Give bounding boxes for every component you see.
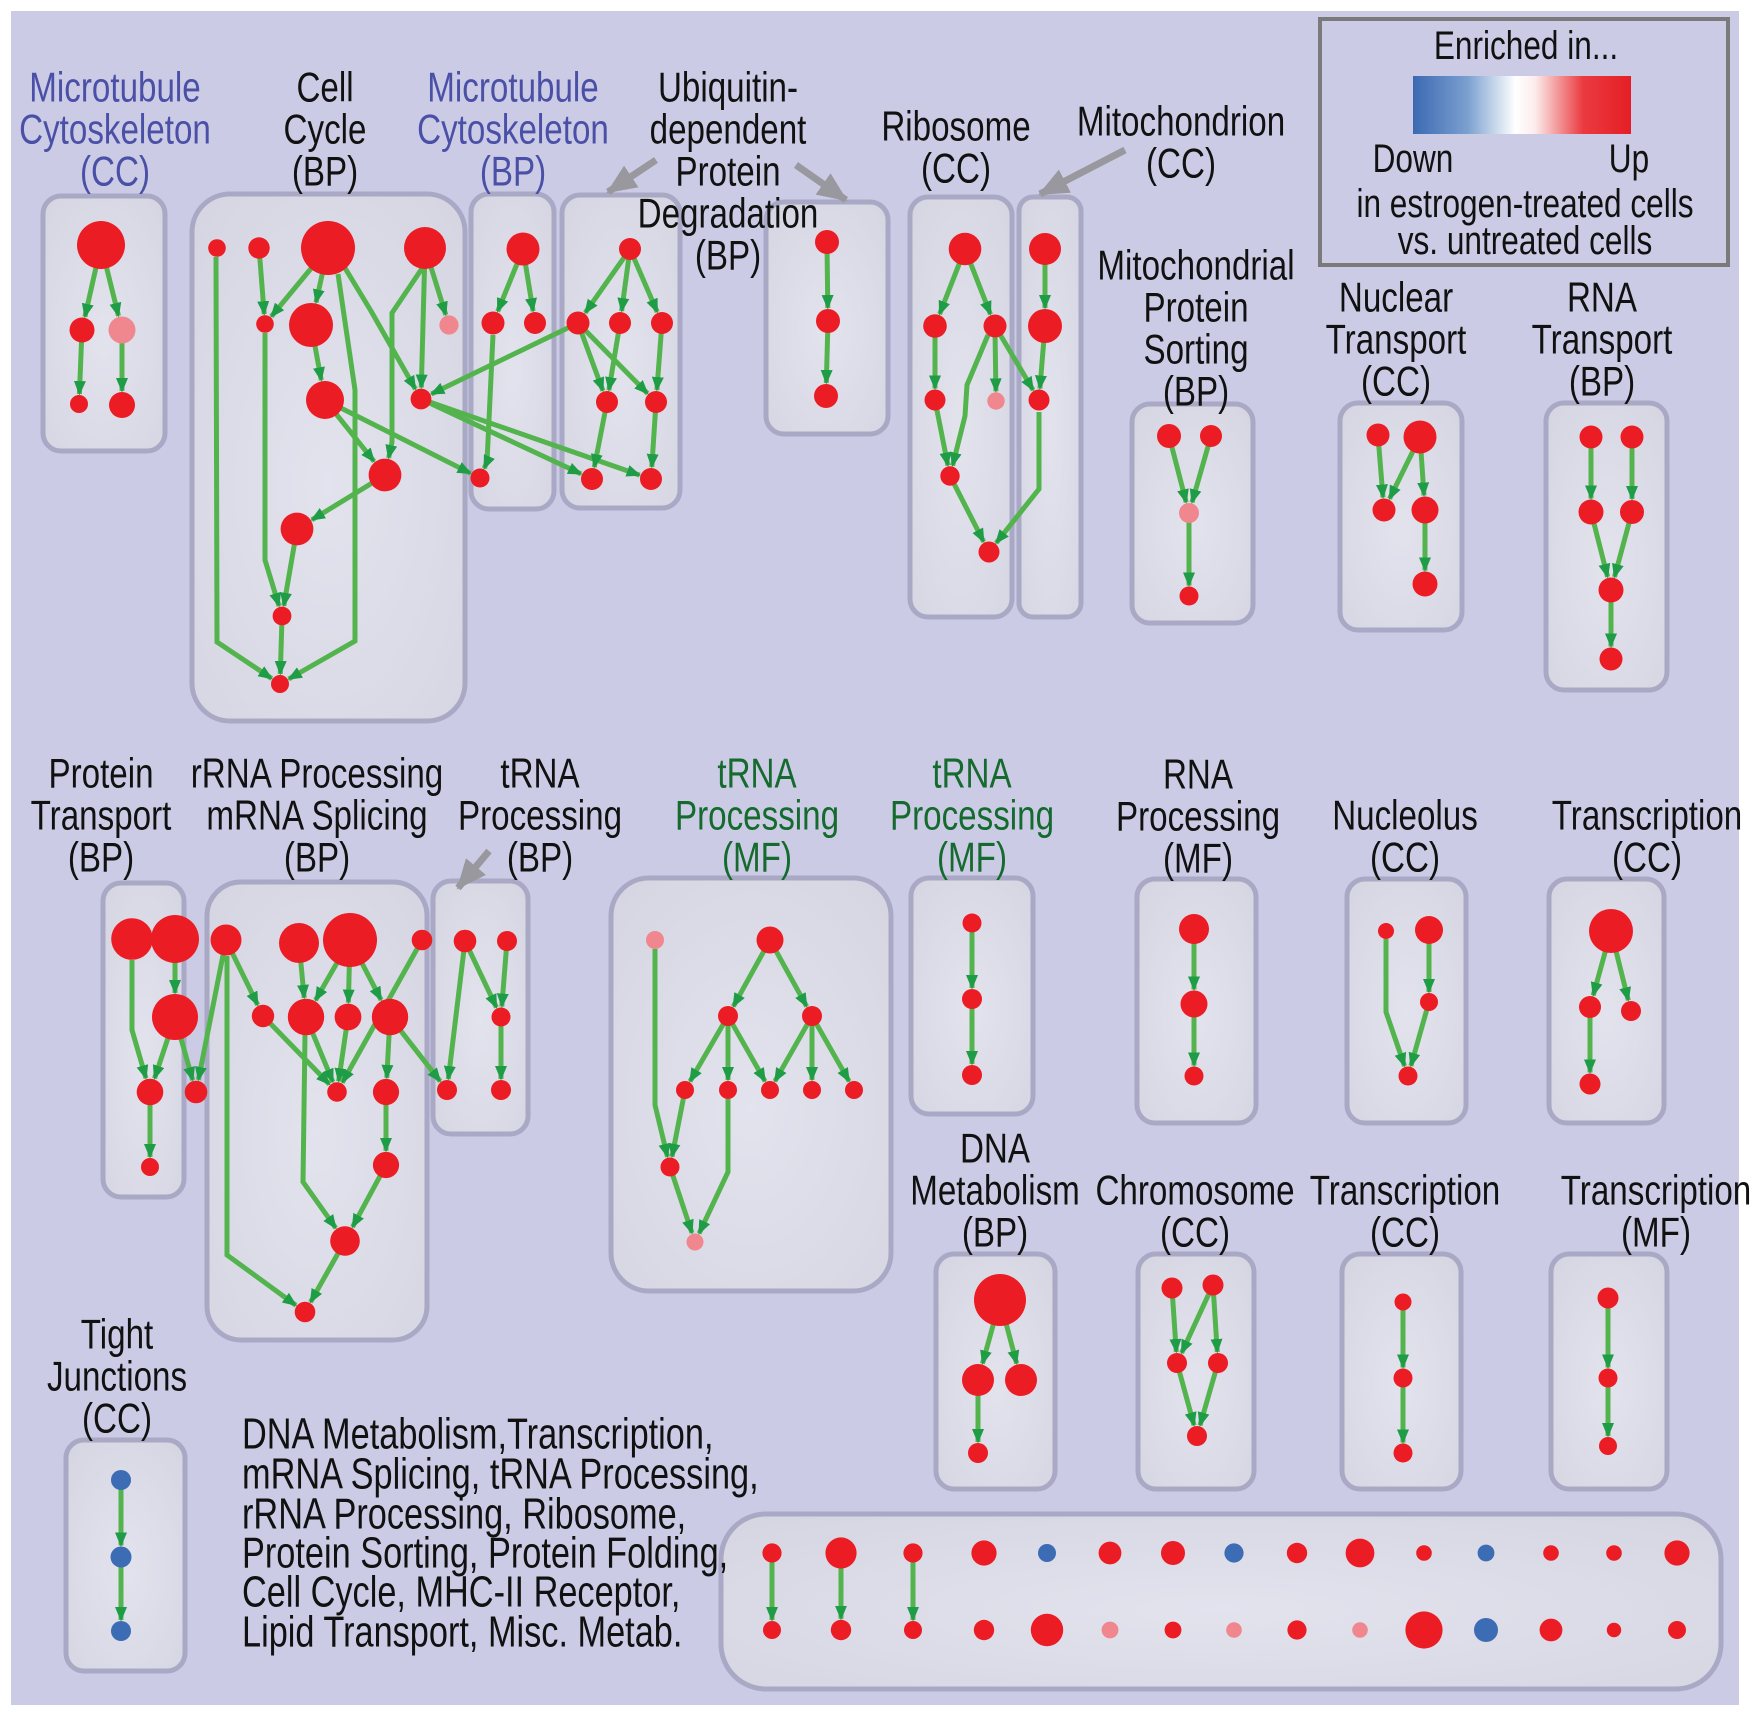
svg-text:Microtubule: Microtubule bbox=[427, 65, 598, 112]
svg-text:Nucleolus: Nucleolus bbox=[1332, 793, 1478, 840]
svg-text:Transport: Transport bbox=[1326, 317, 1467, 364]
svg-text:(BP): (BP) bbox=[1569, 359, 1635, 406]
svg-text:(BP): (BP) bbox=[962, 1210, 1028, 1257]
svg-text:Transport: Transport bbox=[1532, 317, 1673, 364]
svg-text:Mitochondrial: Mitochondrial bbox=[1097, 243, 1294, 290]
svg-text:Lipid Transport, Misc. Metab.: Lipid Transport, Misc. Metab. bbox=[242, 1607, 682, 1656]
svg-text:(BP): (BP) bbox=[1163, 369, 1229, 416]
svg-text:(BP): (BP) bbox=[507, 835, 573, 882]
svg-text:Junctions: Junctions bbox=[47, 1354, 187, 1401]
svg-text:mRNA Splicing: mRNA Splicing bbox=[206, 793, 427, 840]
svg-text:Chromosome: Chromosome bbox=[1095, 1168, 1294, 1215]
svg-text:Tight: Tight bbox=[81, 1312, 154, 1359]
svg-text:Processing: Processing bbox=[458, 793, 622, 840]
svg-text:Down: Down bbox=[1373, 135, 1454, 180]
svg-text:(CC): (CC) bbox=[1370, 1210, 1440, 1257]
svg-text:Processing: Processing bbox=[890, 793, 1054, 840]
svg-text:(BP): (BP) bbox=[695, 233, 761, 280]
svg-text:Cytoskeleton: Cytoskeleton bbox=[417, 107, 609, 154]
svg-text:Ribosome: Ribosome bbox=[881, 104, 1030, 151]
svg-text:Degradation: Degradation bbox=[638, 191, 819, 238]
svg-text:DNA: DNA bbox=[960, 1126, 1031, 1173]
svg-text:vs. untreated cells: vs. untreated cells bbox=[1398, 217, 1653, 262]
svg-text:Cell: Cell bbox=[296, 65, 353, 112]
svg-text:(CC): (CC) bbox=[1146, 141, 1216, 188]
svg-text:Transcription: Transcription bbox=[1310, 1168, 1500, 1215]
svg-text:(MF): (MF) bbox=[722, 835, 792, 882]
svg-text:Cytoskeleton: Cytoskeleton bbox=[19, 107, 211, 154]
svg-text:(CC): (CC) bbox=[82, 1396, 152, 1443]
svg-text:tRNA: tRNA bbox=[717, 751, 797, 798]
svg-text:Nuclear: Nuclear bbox=[1339, 275, 1453, 322]
svg-text:(CC): (CC) bbox=[80, 149, 150, 196]
svg-text:rRNA Processing: rRNA Processing bbox=[191, 751, 443, 798]
svg-text:Mitochondrion: Mitochondrion bbox=[1077, 99, 1285, 146]
svg-text:(BP): (BP) bbox=[480, 149, 546, 196]
svg-text:RNA: RNA bbox=[1567, 275, 1638, 322]
svg-text:(CC): (CC) bbox=[1370, 835, 1440, 882]
svg-text:Protein: Protein bbox=[675, 149, 780, 196]
svg-text:Sorting: Sorting bbox=[1143, 327, 1248, 374]
svg-text:DNA Metabolism,Transcription,: DNA Metabolism,Transcription, bbox=[242, 1409, 713, 1458]
svg-text:(CC): (CC) bbox=[921, 146, 991, 193]
svg-text:Enriched in...: Enriched in... bbox=[1434, 22, 1618, 67]
svg-text:(CC): (CC) bbox=[1160, 1210, 1230, 1257]
svg-text:(CC): (CC) bbox=[1361, 359, 1431, 406]
svg-text:(MF): (MF) bbox=[937, 835, 1007, 882]
svg-text:(CC): (CC) bbox=[1612, 835, 1682, 882]
svg-text:in estrogen-treated cells: in estrogen-treated cells bbox=[1356, 180, 1693, 225]
svg-text:(MF): (MF) bbox=[1163, 836, 1233, 883]
svg-text:Processing: Processing bbox=[1116, 794, 1280, 841]
svg-text:Transcription: Transcription bbox=[1552, 793, 1742, 840]
svg-text:Protein: Protein bbox=[48, 751, 153, 798]
svg-text:tRNA: tRNA bbox=[932, 751, 1012, 798]
svg-text:(BP): (BP) bbox=[292, 149, 358, 196]
svg-text:(BP): (BP) bbox=[284, 835, 350, 882]
svg-text:Metabolism: Metabolism bbox=[910, 1168, 1080, 1215]
svg-text:Cycle: Cycle bbox=[284, 107, 367, 154]
svg-text:Transport: Transport bbox=[31, 793, 172, 840]
svg-text:RNA: RNA bbox=[1163, 752, 1234, 799]
svg-text:Protein: Protein bbox=[1143, 285, 1248, 332]
svg-text:(BP): (BP) bbox=[68, 835, 134, 882]
svg-text:Processing: Processing bbox=[675, 793, 839, 840]
svg-text:dependent: dependent bbox=[650, 107, 807, 154]
svg-text:Transcription: Transcription bbox=[1561, 1168, 1750, 1215]
svg-text:tRNA: tRNA bbox=[500, 751, 580, 798]
svg-text:Protein Sorting, Protein Foldi: Protein Sorting, Protein Folding, bbox=[242, 1528, 728, 1577]
svg-text:rRNA Processing, Ribosome,: rRNA Processing, Ribosome, bbox=[242, 1489, 686, 1538]
svg-text:Microtubule: Microtubule bbox=[29, 65, 200, 112]
svg-text:Cell Cycle, MHC-II Receptor,: Cell Cycle, MHC-II Receptor, bbox=[242, 1567, 680, 1616]
svg-text:Up: Up bbox=[1609, 135, 1649, 180]
svg-text:mRNA Splicing, tRNA Processing: mRNA Splicing, tRNA Processing, bbox=[242, 1449, 759, 1498]
svg-text:Ubiquitin-: Ubiquitin- bbox=[658, 65, 798, 112]
svg-text:(MF): (MF) bbox=[1621, 1210, 1691, 1257]
